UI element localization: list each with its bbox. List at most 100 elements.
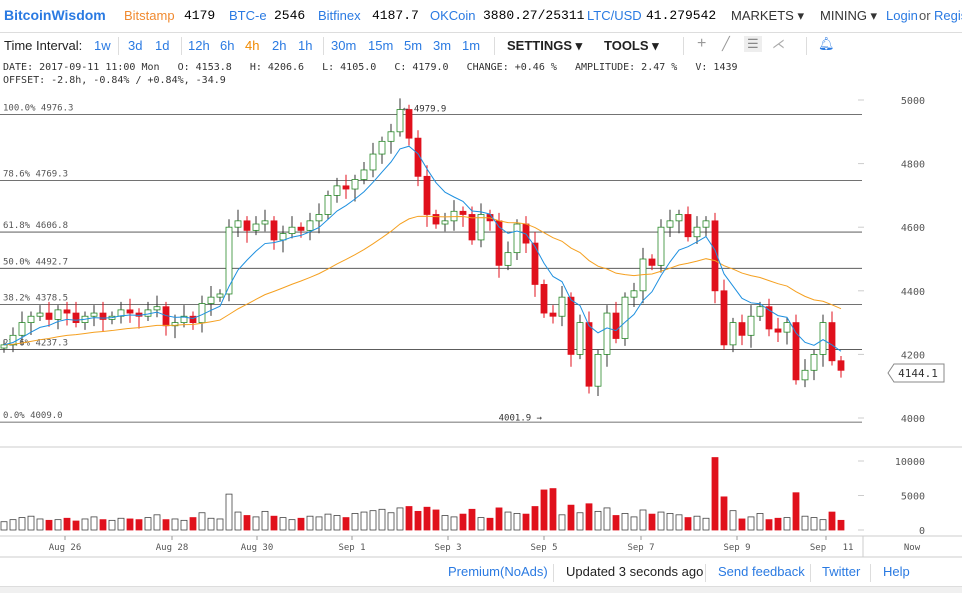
interval-3d[interactable]: 3d — [128, 38, 143, 53]
tools-menu[interactable]: TOOLS ▾ — [604, 38, 659, 53]
volume-bar — [216, 518, 224, 531]
volume-bar — [729, 510, 737, 531]
ticker-ltc-value: 41.279542 — [646, 8, 717, 23]
bell-icon[interactable]: 🔔︎ — [818, 36, 835, 51]
volume-bar — [18, 517, 26, 531]
fib-tool-icon[interactable]: ☰ — [744, 36, 762, 52]
feedback-link[interactable]: Send feedback — [718, 564, 805, 579]
volume-bar — [54, 519, 62, 531]
candle-body — [180, 315, 188, 324]
ticker-okcoin-value: 3880.27/25311 — [483, 8, 585, 23]
help-link[interactable]: Help — [883, 564, 910, 579]
candle-body — [0, 344, 8, 349]
volume-bar — [360, 511, 368, 531]
volume-bar — [585, 503, 593, 531]
premium-link[interactable]: Premium(NoAds) — [448, 564, 548, 579]
interval-15m[interactable]: 15m — [368, 38, 394, 53]
candle-body — [765, 306, 773, 330]
vol-tick-label: 5000 — [901, 492, 925, 503]
volume-bar — [657, 511, 665, 531]
x-tick-label: Aug 28 — [156, 543, 189, 553]
candle-body — [387, 131, 395, 142]
settings-menu[interactable]: SETTINGS ▾ — [507, 38, 583, 53]
low-marker: 4001.9 → — [499, 413, 543, 423]
interval-30m[interactable]: 30m — [331, 38, 357, 53]
ticker-bitfinex-name[interactable]: Bitfinex — [318, 8, 361, 23]
toolbar: Time Interval: 1w 3d 1d 12h 6h 4h 2h 1h 30m 15m 5m… — [0, 33, 962, 59]
interval-6h[interactable]: 6h — [220, 38, 235, 53]
crosshair-icon[interactable]: + — [697, 35, 707, 52]
candle-body — [72, 312, 80, 323]
ticker-bitfinex-value: 4187.7 — [372, 8, 419, 23]
or-text: or — [919, 8, 931, 23]
markets-menu[interactable]: MARKETS ▾ — [731, 8, 804, 23]
candle-body — [216, 293, 224, 298]
volume-bar — [486, 517, 494, 531]
volume-bar — [117, 517, 125, 531]
logo[interactable]: BitcoinWisdom — [4, 7, 106, 23]
candle-body — [423, 175, 431, 215]
volume-bar — [306, 515, 314, 531]
register-link[interactable]: Regis — [934, 8, 962, 23]
interval-1d[interactable]: 1d — [155, 38, 170, 53]
y-tick-label: 4600 — [901, 223, 925, 234]
ohlc-line: DATE: 2017-09-11 11:00 Mon O: 4153.8 H: … — [3, 62, 738, 73]
candle-body — [729, 322, 737, 346]
ticker-okcoin-name[interactable]: OKCoin — [430, 8, 476, 23]
volume-bar — [675, 514, 683, 531]
candle-body — [630, 290, 638, 298]
volume-bar — [342, 517, 350, 531]
volume-bar — [279, 517, 287, 531]
candle-body — [342, 185, 350, 190]
candle-body — [585, 322, 593, 387]
ticker-btce-name[interactable]: BTC-e — [229, 8, 267, 23]
candle-body — [279, 233, 287, 241]
volume-bar — [684, 517, 692, 531]
login-link[interactable]: Login — [886, 8, 918, 23]
high-marker: ← 4979.9 — [403, 104, 446, 114]
interval-4h[interactable]: 4h — [245, 38, 260, 53]
interval-1h[interactable]: 1h — [298, 38, 313, 53]
volume-bar — [504, 511, 512, 531]
x-tick-label: Sep 3 — [434, 543, 461, 553]
interval-1w[interactable]: 1w — [94, 38, 111, 53]
volume-bar — [450, 516, 458, 531]
mining-menu[interactable]: MINING ▾ — [820, 8, 878, 23]
volume-bar — [99, 519, 107, 531]
volume-bar — [423, 506, 431, 531]
volume-bar — [90, 516, 98, 531]
candle-body — [396, 109, 404, 133]
y-tick-label: 4200 — [901, 350, 925, 361]
candle-body — [693, 226, 701, 238]
volume-bar — [711, 457, 719, 531]
candle-body — [198, 303, 206, 324]
candle-body — [54, 309, 62, 320]
interval-3m[interactable]: 3m — [433, 38, 452, 53]
x-tick-label: 11 — [843, 543, 854, 553]
interval-2h[interactable]: 2h — [272, 38, 287, 53]
candle-body — [612, 312, 620, 339]
candle-body — [576, 322, 584, 355]
line-tool-icon[interactable]: ╱ — [722, 36, 730, 51]
interval-5m[interactable]: 5m — [404, 38, 423, 53]
ticker-bitstamp-name[interactable]: Bitstamp — [124, 8, 175, 23]
price-chart[interactable]: 5000 4800 4600 4400 4200 4000 10000 5000 0 100.0%… — [0, 88, 962, 558]
volume-bar — [756, 513, 764, 531]
volume-bar — [819, 519, 827, 531]
volume-bar — [63, 517, 71, 531]
candle-body — [837, 360, 845, 371]
ticker-ltc-name[interactable]: LTC/USD — [587, 8, 642, 23]
vol-tick-label: 10000 — [895, 457, 925, 468]
volume-bar — [477, 517, 485, 531]
candle-body — [207, 296, 215, 304]
candle-body — [360, 169, 368, 180]
volume-bar — [9, 519, 17, 531]
candle-body — [63, 309, 71, 314]
interval-12h[interactable]: 12h — [188, 38, 210, 53]
fan-tool-icon[interactable]: ⋌ — [772, 36, 785, 51]
candle-body — [684, 214, 692, 238]
volume-bar — [693, 515, 701, 531]
volume-bar — [171, 518, 179, 531]
twitter-link[interactable]: Twitter — [822, 564, 861, 579]
interval-1m[interactable]: 1m — [462, 38, 481, 53]
